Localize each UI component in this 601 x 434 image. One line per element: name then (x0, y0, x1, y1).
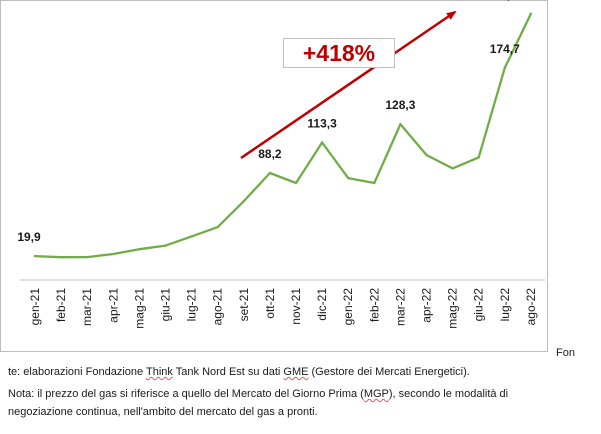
x-tick-label: apr-22 (420, 288, 434, 323)
source-note-part: (Gestore dei Mercati Energetici). (308, 366, 470, 378)
data-point (138, 247, 141, 251)
data-point (347, 176, 350, 180)
data-point (216, 225, 219, 229)
data-label: 88,2 (258, 147, 282, 161)
x-tick-label: mag-21 (132, 288, 146, 329)
data-point (112, 252, 115, 256)
data-point (503, 66, 506, 69)
source-note-part: GME (283, 366, 309, 378)
source-note-tail: Fon (556, 347, 575, 359)
x-tick-label: giu-21 (159, 288, 173, 322)
source-note-part: Think (146, 366, 173, 378)
data-point (242, 200, 245, 203)
x-tick-label: feb-22 (367, 288, 381, 322)
x-tick-label: gen-21 (28, 288, 42, 326)
x-tick-labels-group: gen-21 feb-21 mar-21 apr-21 mag-21 giu-21 lug-… (28, 288, 538, 329)
x-tick-label: dic-21 (315, 288, 329, 321)
data-point (164, 244, 167, 247)
data-point (190, 235, 193, 238)
data-label: 219,1 (487, 0, 517, 2)
data-point (86, 255, 89, 259)
gas-price-line-chart: 19,9 88,2 113,3 128,3 174,7 219,1 gen-21 feb-2… (17, 0, 545, 329)
method-note-part: Nota: il prezzo del gas si riferisce a q… (8, 388, 364, 400)
x-tick-label: ago-21 (211, 288, 225, 326)
data-point (373, 181, 376, 185)
chart-frame (0, 0, 548, 352)
x-tick-label: set-21 (237, 288, 251, 322)
x-tick-label: mag-22 (446, 288, 460, 329)
x-tick-label: mar-22 (393, 288, 407, 326)
data-label: 19,9 (17, 230, 41, 244)
gas-price-series-line (34, 13, 532, 259)
data-label: 113,3 (307, 116, 337, 130)
data-point (59, 255, 63, 259)
x-tick-label: ago-22 (524, 288, 538, 326)
source-note-part: te: elaborazioni Fondazione (8, 366, 147, 378)
method-note-continued: negoziazione continua, nell'ambito del m… (8, 406, 318, 418)
data-point (294, 181, 298, 185)
x-tick-label: ott-21 (263, 288, 277, 319)
data-point (529, 12, 533, 15)
percent-change-annotation: +418% (283, 38, 395, 68)
x-tick-label: nov-21 (289, 288, 303, 325)
x-tick-label: mar-21 (80, 288, 94, 326)
data-labels-group: 19,9 88,2 113,3 128,3 174,7 219,1 (17, 0, 520, 244)
data-point (33, 254, 37, 258)
data-label: 128,3 (385, 98, 415, 112)
data-point (320, 141, 324, 144)
x-tick-label: lug-21 (185, 288, 199, 322)
method-note-part: MGP (363, 388, 389, 400)
data-point (425, 153, 428, 157)
x-tick-label: feb-21 (54, 288, 68, 322)
series-group (33, 12, 533, 259)
data-point (268, 171, 272, 175)
data-point (477, 156, 480, 159)
data-point (399, 123, 402, 126)
source-note: te: elaborazioni Fondazione Think Tank N… (8, 366, 470, 378)
method-note-part: ), secondo le modalità di (388, 388, 509, 400)
trend-arrow (240, 10, 457, 160)
x-tick-label: gen-22 (341, 288, 355, 326)
data-label: 174,7 (490, 42, 520, 56)
method-note: Nota: il prezzo del gas si riferisce a q… (8, 388, 508, 400)
x-tick-label: lug-22 (498, 288, 512, 322)
x-tick-label: giu-22 (472, 288, 486, 322)
source-note-part: Tank Nord Est su dati (172, 366, 284, 378)
x-tick-label: apr-21 (106, 288, 120, 323)
data-point (451, 167, 454, 170)
